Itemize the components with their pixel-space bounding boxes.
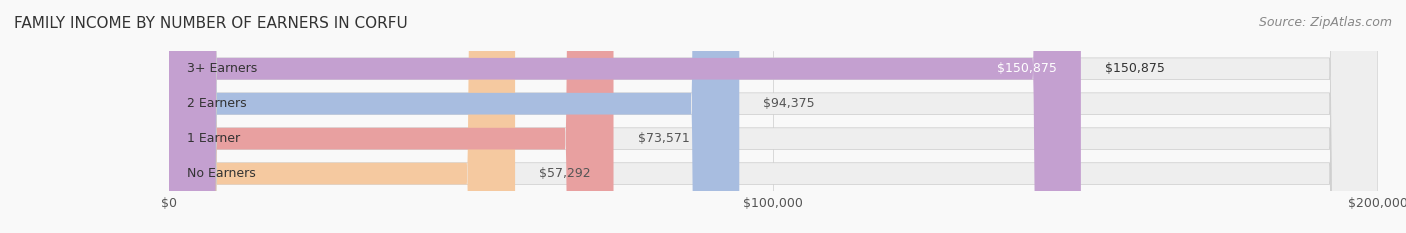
FancyBboxPatch shape bbox=[169, 0, 1378, 233]
Text: $73,571: $73,571 bbox=[638, 132, 689, 145]
Text: 3+ Earners: 3+ Earners bbox=[187, 62, 257, 75]
FancyBboxPatch shape bbox=[169, 0, 1378, 233]
Text: $94,375: $94,375 bbox=[763, 97, 815, 110]
Text: $57,292: $57,292 bbox=[540, 167, 591, 180]
FancyBboxPatch shape bbox=[169, 0, 1378, 233]
Text: $150,875: $150,875 bbox=[997, 62, 1057, 75]
Text: FAMILY INCOME BY NUMBER OF EARNERS IN CORFU: FAMILY INCOME BY NUMBER OF EARNERS IN CO… bbox=[14, 16, 408, 31]
Text: 1 Earner: 1 Earner bbox=[187, 132, 240, 145]
Text: No Earners: No Earners bbox=[187, 167, 256, 180]
FancyBboxPatch shape bbox=[169, 0, 740, 233]
Text: $150,875: $150,875 bbox=[1105, 62, 1166, 75]
FancyBboxPatch shape bbox=[169, 0, 613, 233]
FancyBboxPatch shape bbox=[169, 0, 1378, 233]
FancyBboxPatch shape bbox=[169, 0, 515, 233]
Text: Source: ZipAtlas.com: Source: ZipAtlas.com bbox=[1258, 16, 1392, 29]
FancyBboxPatch shape bbox=[169, 0, 1081, 233]
Text: 2 Earners: 2 Earners bbox=[187, 97, 246, 110]
